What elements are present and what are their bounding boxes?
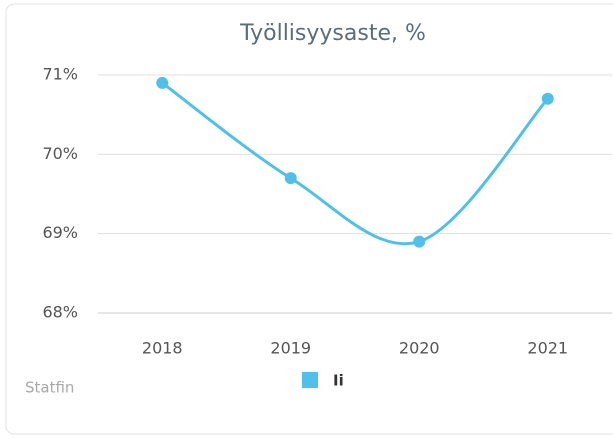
point bbox=[413, 235, 426, 248]
y-tick-label: 70% bbox=[42, 144, 78, 163]
credits: Statfin bbox=[25, 379, 74, 397]
y-tick-label: 69% bbox=[42, 223, 78, 242]
point bbox=[284, 172, 297, 185]
legend-symbol bbox=[302, 372, 318, 388]
y-tick-label: 68% bbox=[42, 303, 78, 322]
x-tick-label: 2018 bbox=[142, 339, 183, 358]
x-tick-label: 2019 bbox=[270, 339, 311, 358]
chart-title: Työllisyysaste, % bbox=[239, 21, 426, 46]
point bbox=[156, 76, 169, 89]
x-tick-label: 2021 bbox=[527, 339, 568, 358]
card bbox=[5, 3, 613, 435]
y-tick-label: 71% bbox=[42, 65, 78, 84]
x-tick-label: 2020 bbox=[399, 339, 440, 358]
point bbox=[541, 92, 554, 105]
line bbox=[161, 81, 549, 246]
legend-label: Ii bbox=[333, 372, 344, 390]
